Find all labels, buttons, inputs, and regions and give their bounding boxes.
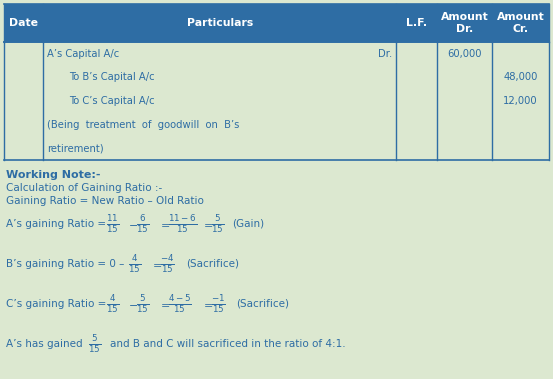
Text: Amount
Cr.: Amount Cr. (497, 12, 544, 34)
Text: 12,000: 12,000 (503, 96, 538, 106)
Text: Date: Date (9, 18, 38, 28)
Text: $\frac{4-5}{15}$: $\frac{4-5}{15}$ (168, 293, 192, 315)
Text: $=$: $=$ (201, 219, 213, 229)
Text: $\frac{5}{15}$: $\frac{5}{15}$ (136, 293, 149, 315)
Text: $-$: $-$ (128, 299, 138, 309)
Text: To C’s Capital A/c: To C’s Capital A/c (69, 96, 155, 106)
Text: $-$: $-$ (128, 219, 138, 229)
Text: Working Note:-: Working Note:- (6, 170, 101, 180)
Bar (4, 42, 549, 160)
Text: A’s gaining Ratio =: A’s gaining Ratio = (6, 219, 106, 229)
Text: C’s gaining Ratio =: C’s gaining Ratio = (6, 299, 106, 309)
Text: Gaining Ratio = New Ratio – Old Ratio: Gaining Ratio = New Ratio – Old Ratio (6, 196, 204, 206)
Text: $=$: $=$ (150, 259, 163, 269)
Text: (Sacrifice): (Sacrifice) (236, 299, 289, 309)
Text: $\frac{5}{15}$: $\frac{5}{15}$ (211, 213, 224, 235)
Text: (Gain): (Gain) (232, 219, 264, 229)
Text: Calculation of Gaining Ratio :-: Calculation of Gaining Ratio :- (6, 183, 162, 193)
Text: $\frac{5}{15}$: $\frac{5}{15}$ (88, 333, 101, 355)
Text: Particulars: Particulars (187, 18, 253, 28)
Text: Dr.: Dr. (378, 49, 393, 59)
Text: $\frac{11}{15}$: $\frac{11}{15}$ (106, 213, 119, 235)
Text: B’s gaining Ratio = 0 –: B’s gaining Ratio = 0 – (6, 259, 124, 269)
Text: $\frac{-4}{15}$: $\frac{-4}{15}$ (160, 253, 175, 275)
Text: $\frac{4}{15}$: $\frac{4}{15}$ (106, 293, 119, 315)
Text: 48,000: 48,000 (503, 72, 538, 82)
Text: $=$: $=$ (158, 299, 170, 309)
Text: A’s has gained: A’s has gained (6, 339, 82, 349)
Text: A’s Capital A/c: A’s Capital A/c (47, 49, 119, 59)
Text: $\frac{-1}{15}$: $\frac{-1}{15}$ (211, 293, 226, 315)
Text: To B’s Capital A/c: To B’s Capital A/c (69, 72, 155, 82)
Text: $=$: $=$ (201, 299, 213, 309)
Text: (Being  treatment  of  goodwill  on  B’s: (Being treatment of goodwill on B’s (47, 120, 239, 130)
Text: retirement): retirement) (47, 143, 104, 153)
Text: 60,000: 60,000 (447, 49, 482, 59)
Text: $\frac{6}{15}$: $\frac{6}{15}$ (136, 213, 149, 235)
Text: $\frac{4}{15}$: $\frac{4}{15}$ (128, 253, 141, 275)
Bar (4, 4, 549, 42)
Text: and B and C will sacrificed in the ratio of 4:1.: and B and C will sacrificed in the ratio… (110, 339, 346, 349)
Text: Amount
Dr.: Amount Dr. (441, 12, 488, 34)
Text: (Sacrifice): (Sacrifice) (186, 259, 239, 269)
Text: $\frac{11-6}{15}$: $\frac{11-6}{15}$ (168, 213, 197, 235)
Text: L.F.: L.F. (406, 18, 427, 28)
Text: $=$: $=$ (158, 219, 170, 229)
